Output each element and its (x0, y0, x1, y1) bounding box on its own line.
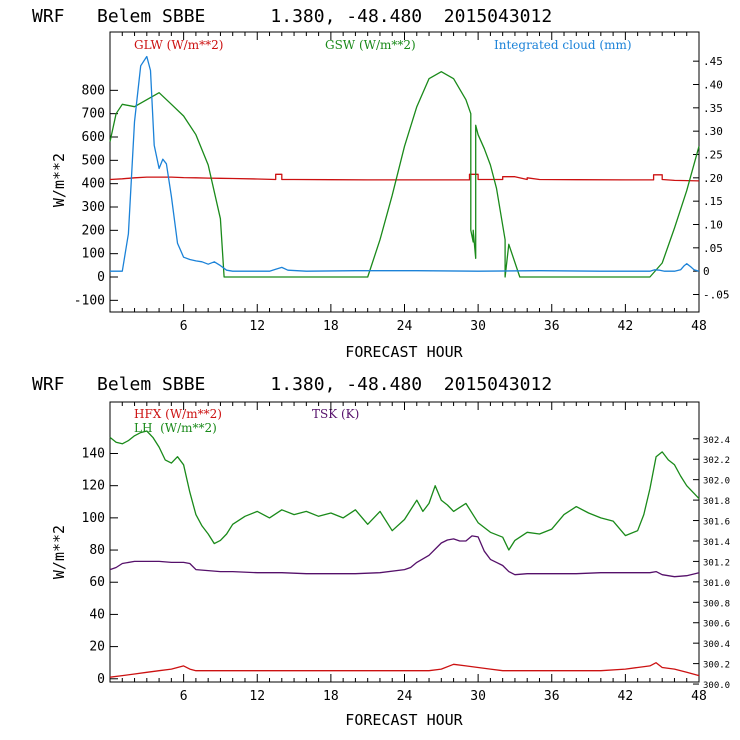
top-right-tick-label: .05 (703, 242, 723, 255)
bottom-y-tick-label: 60 (89, 575, 105, 590)
top-right-tick-label: .45 (703, 55, 723, 68)
top-right-tick-label: .20 (703, 172, 723, 185)
top-x-tick-label: 12 (249, 319, 265, 334)
top-legend-cloud: Integrated cloud (mm) (494, 38, 632, 52)
top-y-tick-label: 500 (82, 153, 105, 168)
bottom-x-tick-label: 6 (180, 689, 188, 704)
top-x-tick-label: 48 (691, 319, 707, 334)
lh-line (109, 430, 700, 551)
bottom-plot-frame (109, 401, 700, 683)
bottom-right-tick-label: 301.6 (703, 518, 730, 528)
bottom-right-tick-label: 301.2 (703, 558, 730, 568)
top-right-tick-label: -.05 (703, 289, 730, 302)
bottom-y-tick-label: 20 (89, 640, 105, 655)
bottom-right-tick-label: 300.6 (703, 620, 730, 630)
top-y-axis-label: W/m**2 (50, 153, 68, 207)
bottom-right-tick-label: 301.8 (703, 497, 730, 507)
top-plot-frame (109, 31, 700, 313)
bottom-y-axis-label: W/m**2 (50, 525, 68, 579)
bottom-right-tick-label: 302.0 (703, 477, 730, 487)
bottom-chart: WRF Belem SBBE 1.380, -48.480 2015043012… (32, 374, 730, 729)
bottom-x-tick-label: 36 (544, 689, 560, 704)
top-y-ticks: 800 700 600 500 400 300 200 100 0 -100 (74, 83, 105, 308)
top-legend-glw: GLW (W/m**2) (134, 38, 223, 52)
bottom-x-tick-label: 42 (618, 689, 634, 704)
bottom-y-tick-label: 80 (89, 543, 105, 558)
top-right-tick-label: 0 (703, 265, 710, 278)
bottom-right-tick-label: 301.0 (703, 579, 730, 589)
top-right-tick-label: .10 (703, 219, 723, 232)
top-right-tick-label: .35 (703, 102, 723, 115)
bottom-right-tick-label: 300.2 (703, 661, 730, 671)
top-x-tick-label: 30 (470, 319, 486, 334)
top-y-tick-label: 700 (82, 107, 105, 122)
bottom-y-tick-label: 100 (82, 511, 105, 526)
tsk-line (109, 535, 700, 578)
bottom-right-y-ticks: 302.4 302.2 302.0 301.8 301.6 301.4 301.… (703, 436, 730, 691)
top-x-tick-label: 36 (544, 319, 560, 334)
bottom-legend-lh: LH (W/m**2) (134, 421, 217, 435)
bottom-y-tick-label: 40 (89, 607, 105, 622)
top-y-tick-label: 600 (82, 130, 105, 145)
top-y-tick-label: 800 (82, 83, 105, 98)
bottom-right-tick-label: 300.4 (703, 640, 730, 650)
top-y-tick-label: 100 (82, 247, 105, 262)
bottom-x-tick-label: 18 (323, 689, 339, 704)
bottom-tick-marks (110, 402, 700, 685)
bottom-x-tick-label: 12 (249, 689, 265, 704)
top-chart: WRF Belem SBBE 1.380, -48.480 2015043012… (32, 6, 730, 361)
hfx-line (109, 662, 700, 678)
top-y-tick-label: 200 (82, 223, 105, 238)
top-y-tick-label: 0 (97, 270, 105, 285)
top-chart-title: WRF Belem SBBE 1.380, -48.480 2015043012 (32, 6, 552, 27)
glw-line (109, 173, 700, 182)
bottom-x-ticks: 6 12 18 24 30 36 42 48 (180, 689, 707, 704)
bottom-x-axis-label: FORECAST HOUR (345, 711, 463, 729)
top-series (109, 55, 700, 278)
top-y-tick-label: 300 (82, 200, 105, 215)
top-right-y-ticks: .45 .40 .35 .30 .25 .20 .15 .10 .05 0 -.… (703, 55, 730, 301)
bottom-y-tick-label: 0 (97, 672, 105, 687)
bottom-right-tick-label: 302.2 (703, 456, 730, 466)
top-right-tick-label: .15 (703, 195, 723, 208)
gsw-line (109, 71, 700, 278)
top-right-tick-label: .40 (703, 79, 723, 92)
bottom-x-tick-label: 24 (397, 689, 413, 704)
top-x-axis-label: FORECAST HOUR (345, 343, 463, 361)
bottom-legend-hfx: HFX (W/m**2) (134, 407, 222, 421)
top-x-tick-label: 18 (323, 319, 339, 334)
bottom-x-tick-label: 30 (470, 689, 486, 704)
bottom-right-tick-label: 300.8 (703, 599, 730, 609)
top-y-tick-label: -100 (74, 293, 105, 308)
bottom-right-tick-label: 301.4 (703, 538, 730, 548)
bottom-x-tick-label: 48 (691, 689, 707, 704)
bottom-legend-tsk: TSK (K) (312, 407, 359, 421)
bottom-right-tick-label: 302.4 (703, 436, 730, 446)
bottom-series (109, 430, 700, 678)
top-legend-gsw: GSW (W/m**2) (325, 38, 416, 52)
bottom-chart-title: WRF Belem SBBE 1.380, -48.480 2015043012 (32, 374, 552, 395)
top-y-tick-label: 400 (82, 177, 105, 192)
top-x-tick-label: 6 (180, 319, 188, 334)
top-right-tick-label: .30 (703, 125, 723, 138)
top-x-tick-label: 24 (397, 319, 413, 334)
top-right-tick-label: .25 (703, 149, 723, 162)
top-tick-marks (110, 32, 700, 312)
top-x-ticks: 6 12 18 24 30 36 42 48 (180, 319, 707, 334)
top-x-tick-label: 42 (618, 319, 634, 334)
bottom-y-tick-label: 120 (82, 479, 105, 494)
cloud-line (110, 55, 700, 272)
bottom-right-tick-label: 300.0 (703, 681, 730, 691)
bottom-y-ticks: 140 120 100 80 60 40 20 0 (82, 446, 105, 686)
bottom-y-tick-label: 140 (82, 446, 105, 461)
